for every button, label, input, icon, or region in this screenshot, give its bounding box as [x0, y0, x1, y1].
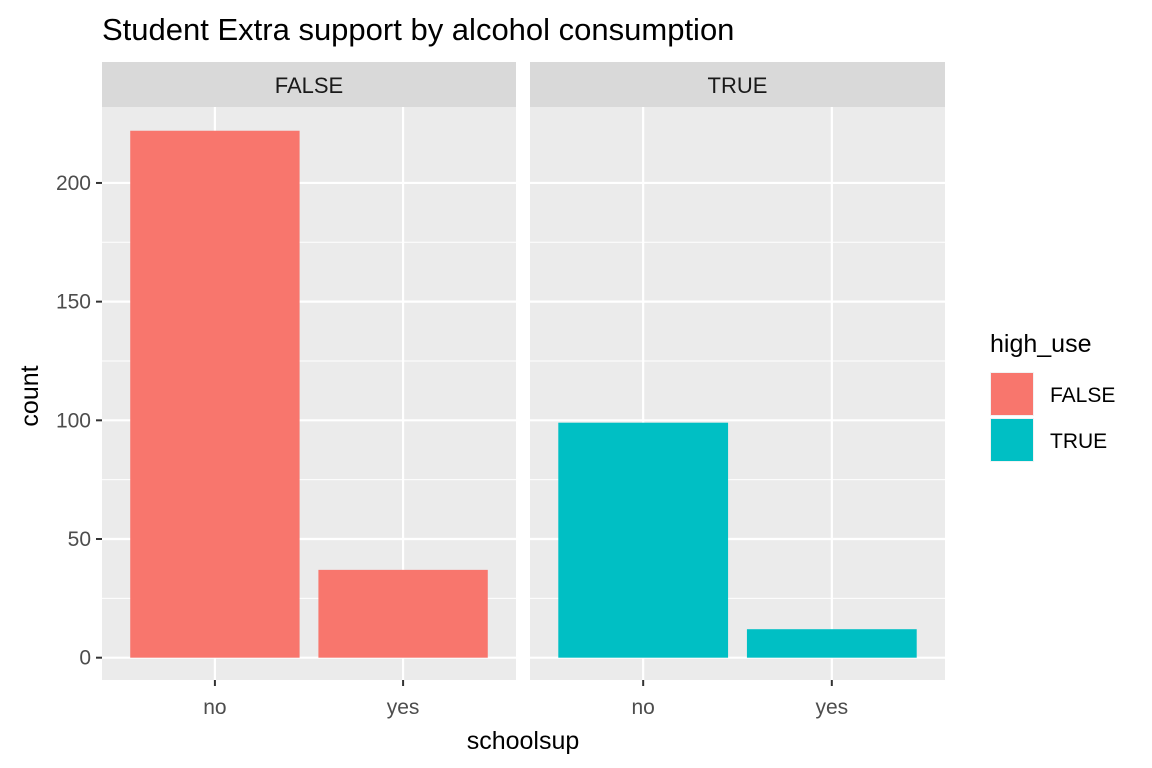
- legend-swatch: [991, 419, 1033, 461]
- legend-items: FALSE TRUE: [990, 372, 1115, 462]
- facet-strip: [102, 62, 516, 107]
- y-axis: 0 50 100 150 200: [56, 172, 102, 670]
- x-axis-label: schoolsup: [467, 727, 580, 755]
- bar-yes: [318, 569, 488, 658]
- facet-panel: TRUE no yes: [530, 62, 945, 719]
- y-tick-label: 100: [56, 409, 91, 432]
- facet-strip-label: FALSE: [275, 73, 343, 98]
- chart-title: Student Extra support by alcohol consump…: [102, 12, 734, 47]
- x-tick-label: yes: [815, 696, 848, 719]
- legend: high_use FALSE TRUE: [990, 330, 1115, 462]
- y-tick-label: 50: [68, 528, 91, 551]
- legend-item: TRUE: [990, 418, 1107, 462]
- bar-no: [558, 422, 729, 658]
- x-tick-label: yes: [387, 696, 420, 719]
- x-tick-label: no: [632, 696, 655, 719]
- legend-item: FALSE: [990, 372, 1115, 416]
- bar-no: [130, 130, 300, 658]
- y-tick-label: 200: [56, 172, 91, 195]
- x-tick-label: no: [203, 696, 226, 719]
- bar-yes: [746, 629, 917, 658]
- facet-strip: [530, 62, 945, 107]
- legend-swatch: [991, 373, 1033, 415]
- plot-area: FALSE no yes TRUE no yes 0 50 100 150 200: [56, 62, 945, 719]
- y-tick-label: 0: [79, 647, 91, 670]
- legend-title: high_use: [990, 330, 1091, 358]
- legend-label: TRUE: [1050, 430, 1107, 453]
- y-axis-label: count: [16, 365, 44, 426]
- facet-strip-label: TRUE: [708, 73, 768, 98]
- facet-panel: FALSE no yes: [102, 62, 516, 719]
- legend-label: FALSE: [1050, 384, 1115, 407]
- y-tick-label: 150: [56, 291, 91, 314]
